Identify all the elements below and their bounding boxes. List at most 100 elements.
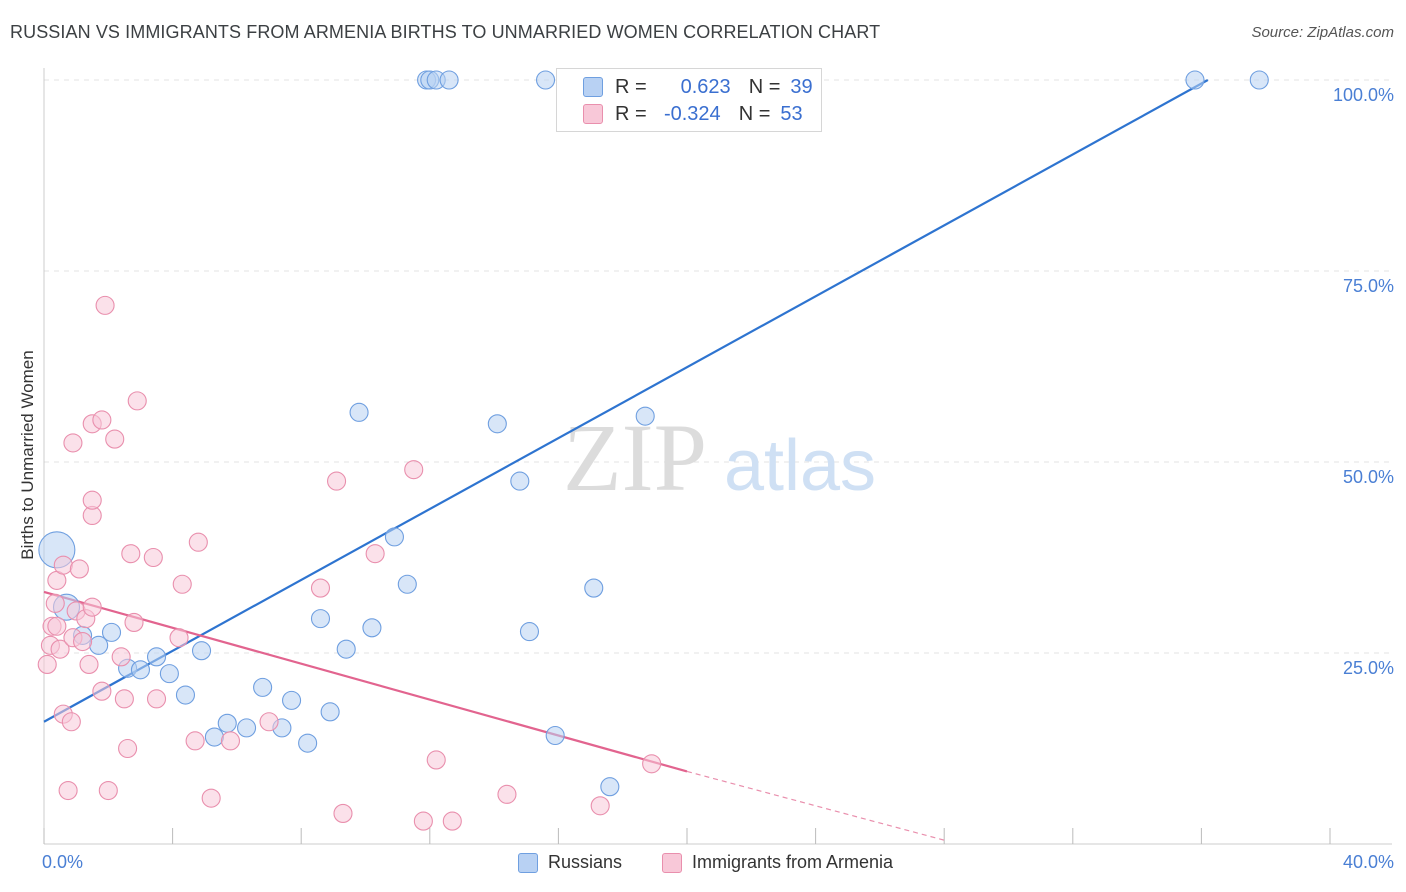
stats-legend: R = 0.623 N = 39 R = -0.324 N = 53 bbox=[556, 68, 822, 132]
point-russians bbox=[101, 622, 122, 642]
point-armenia bbox=[220, 731, 241, 751]
point-armenia bbox=[590, 796, 610, 816]
point-russians bbox=[600, 777, 620, 797]
point-russians bbox=[487, 414, 507, 434]
point-russians bbox=[349, 402, 369, 422]
point-russians bbox=[191, 641, 212, 661]
point-armenia bbox=[92, 410, 112, 430]
point-russians bbox=[584, 578, 604, 598]
point-russians bbox=[1185, 70, 1205, 90]
stats-r-value: -0.324 bbox=[663, 102, 721, 125]
watermark-atlas: atlas bbox=[724, 426, 876, 506]
y-tick-label: 25.0% bbox=[1342, 658, 1394, 678]
point-russians bbox=[336, 639, 356, 659]
point-russians bbox=[282, 690, 302, 710]
y-tick-label: 50.0% bbox=[1342, 467, 1394, 487]
bottom-legend: Russians Immigrants from Armenia bbox=[0, 852, 1406, 878]
point-armenia bbox=[79, 654, 99, 675]
point-armenia bbox=[201, 788, 221, 808]
point-russians bbox=[130, 660, 150, 680]
gridlines bbox=[44, 79, 1392, 654]
point-armenia bbox=[50, 639, 70, 659]
stats-swatch-armenia bbox=[583, 104, 603, 124]
point-russians bbox=[397, 574, 417, 594]
point-armenia bbox=[426, 750, 446, 770]
point-armenia bbox=[82, 490, 102, 510]
point-armenia bbox=[404, 460, 424, 480]
point-armenia bbox=[95, 295, 115, 315]
watermark-zip: ZIP bbox=[563, 404, 707, 511]
legend-item-armenia[interactable]: Immigrants from Armenia bbox=[662, 852, 893, 873]
point-armenia bbox=[442, 811, 462, 831]
point-armenia bbox=[327, 471, 347, 491]
point-russians bbox=[159, 664, 179, 684]
point-armenia bbox=[118, 738, 138, 759]
point-russians bbox=[635, 406, 655, 426]
stats-r-label: R = bbox=[615, 102, 647, 125]
point-russians bbox=[236, 718, 257, 738]
point-armenia bbox=[172, 574, 192, 594]
point-armenia bbox=[127, 391, 147, 411]
point-armenia bbox=[310, 578, 331, 598]
stats-n-label: N = bbox=[738, 102, 771, 125]
point-armenia bbox=[413, 811, 433, 831]
point-armenia bbox=[111, 647, 131, 667]
axes bbox=[43, 68, 1392, 845]
point-armenia bbox=[121, 544, 141, 564]
trend-line-armenia bbox=[43, 590, 688, 773]
point-russians bbox=[146, 647, 167, 667]
point-armenia bbox=[185, 731, 205, 751]
point-armenia bbox=[188, 532, 208, 552]
point-russians bbox=[175, 685, 196, 705]
point-armenia bbox=[124, 612, 144, 632]
point-russians bbox=[204, 727, 224, 747]
stats-n-value: 53 bbox=[780, 102, 803, 125]
point-armenia bbox=[333, 803, 353, 823]
legend-swatch-russians bbox=[518, 852, 538, 873]
point-armenia bbox=[114, 689, 134, 709]
y-tick-label: 100.0% bbox=[1332, 85, 1394, 105]
stats-row-russians: R = 0.623 N = 39 bbox=[583, 75, 813, 99]
point-armenia bbox=[61, 712, 81, 732]
point-armenia bbox=[642, 754, 662, 774]
point-russians bbox=[1249, 70, 1269, 90]
point-armenia bbox=[105, 429, 125, 449]
point-russians bbox=[310, 609, 331, 629]
point-armenia bbox=[53, 555, 73, 575]
point-russians bbox=[253, 677, 273, 697]
stats-n-label: N = bbox=[748, 75, 781, 98]
legend-swatch-armenia bbox=[662, 852, 682, 873]
legend-label-russians: Russians bbox=[548, 852, 623, 872]
point-armenia bbox=[82, 597, 102, 617]
point-armenia bbox=[37, 654, 57, 675]
stats-r-label: R = bbox=[615, 75, 647, 98]
point-armenia bbox=[73, 631, 93, 652]
stats-row-armenia: R = -0.324 N = 53 bbox=[583, 102, 803, 126]
trend-lines bbox=[43, 79, 1209, 841]
point-armenia bbox=[365, 544, 385, 564]
point-russians bbox=[298, 733, 318, 753]
legend-item-russians[interactable]: Russians bbox=[518, 852, 622, 873]
legend-label-armenia: Immigrants from Armenia bbox=[692, 852, 894, 872]
x-tick-label-max: 40.0% bbox=[1342, 852, 1394, 872]
watermark: ZIP atlas bbox=[563, 404, 876, 511]
x-tick-label-min: 0.0% bbox=[42, 852, 84, 872]
source-label: Source: ZipAtlas.com bbox=[1251, 24, 1394, 41]
point-russians bbox=[384, 527, 404, 547]
point-russians bbox=[217, 713, 237, 733]
stats-n-value: 39 bbox=[790, 75, 813, 98]
point-armenia bbox=[259, 712, 279, 732]
point-russians bbox=[510, 471, 530, 491]
y-tick-label: 75.0% bbox=[1342, 276, 1394, 296]
stats-r-value: 0.623 bbox=[680, 75, 731, 98]
point-russians bbox=[362, 618, 382, 638]
point-armenia bbox=[58, 780, 78, 801]
stats-swatch-russians bbox=[583, 77, 603, 97]
point-armenia bbox=[146, 689, 167, 709]
trend-line-russians bbox=[43, 79, 1209, 723]
chart-title: RUSSIAN VS IMMIGRANTS FROM ARMENIA BIRTH… bbox=[10, 22, 881, 42]
point-russians bbox=[535, 70, 556, 90]
point-armenia bbox=[169, 628, 189, 648]
point-armenia bbox=[98, 780, 118, 801]
